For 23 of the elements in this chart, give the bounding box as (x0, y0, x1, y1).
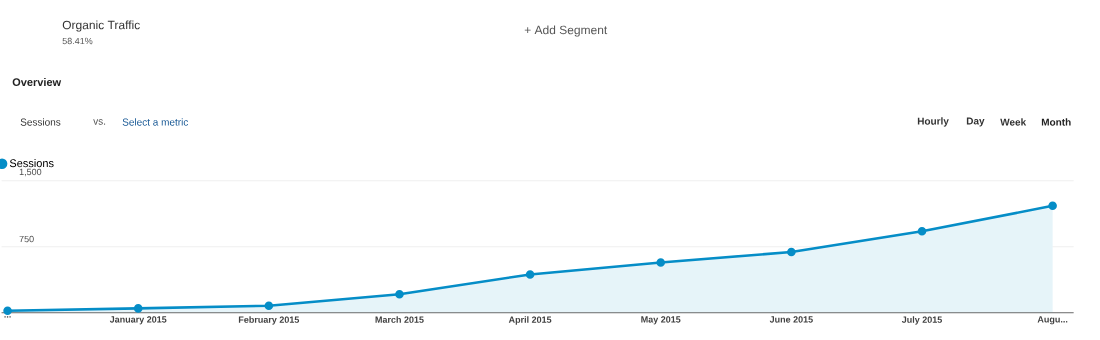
x-tick-label: May 2015 (641, 316, 681, 325)
text: + Add Segment (524, 25, 608, 37)
x-tick-label: ... (4, 316, 11, 318)
legend-label: Sessions (9, 159, 54, 168)
x-tick-label: June 2015 (769, 316, 813, 323)
text: vs. (93, 119, 106, 125)
x-tick-label: July 2015 (901, 316, 942, 325)
text: Day (966, 117, 985, 127)
x-tick-label: February 2015 (238, 316, 300, 325)
x-tick-label: April 2015 (508, 316, 552, 325)
y-tick-label: 1,500 (19, 168, 42, 177)
y-tick-label: 750 (19, 235, 34, 243)
text: Hourly (917, 117, 949, 127)
x-tick-label: January 2015 (109, 316, 167, 325)
text: Overview (12, 77, 62, 87)
x-tick-label: March 2015 (375, 316, 424, 323)
x-tick-label: Augu... (1037, 316, 1068, 325)
text: Week (1000, 118, 1027, 126)
text: 58.41% (62, 37, 93, 45)
text: Month (1041, 118, 1071, 126)
text: Select a metric (122, 118, 189, 126)
text: Sessions (20, 118, 61, 126)
text: Organic Traffic (62, 20, 140, 32)
